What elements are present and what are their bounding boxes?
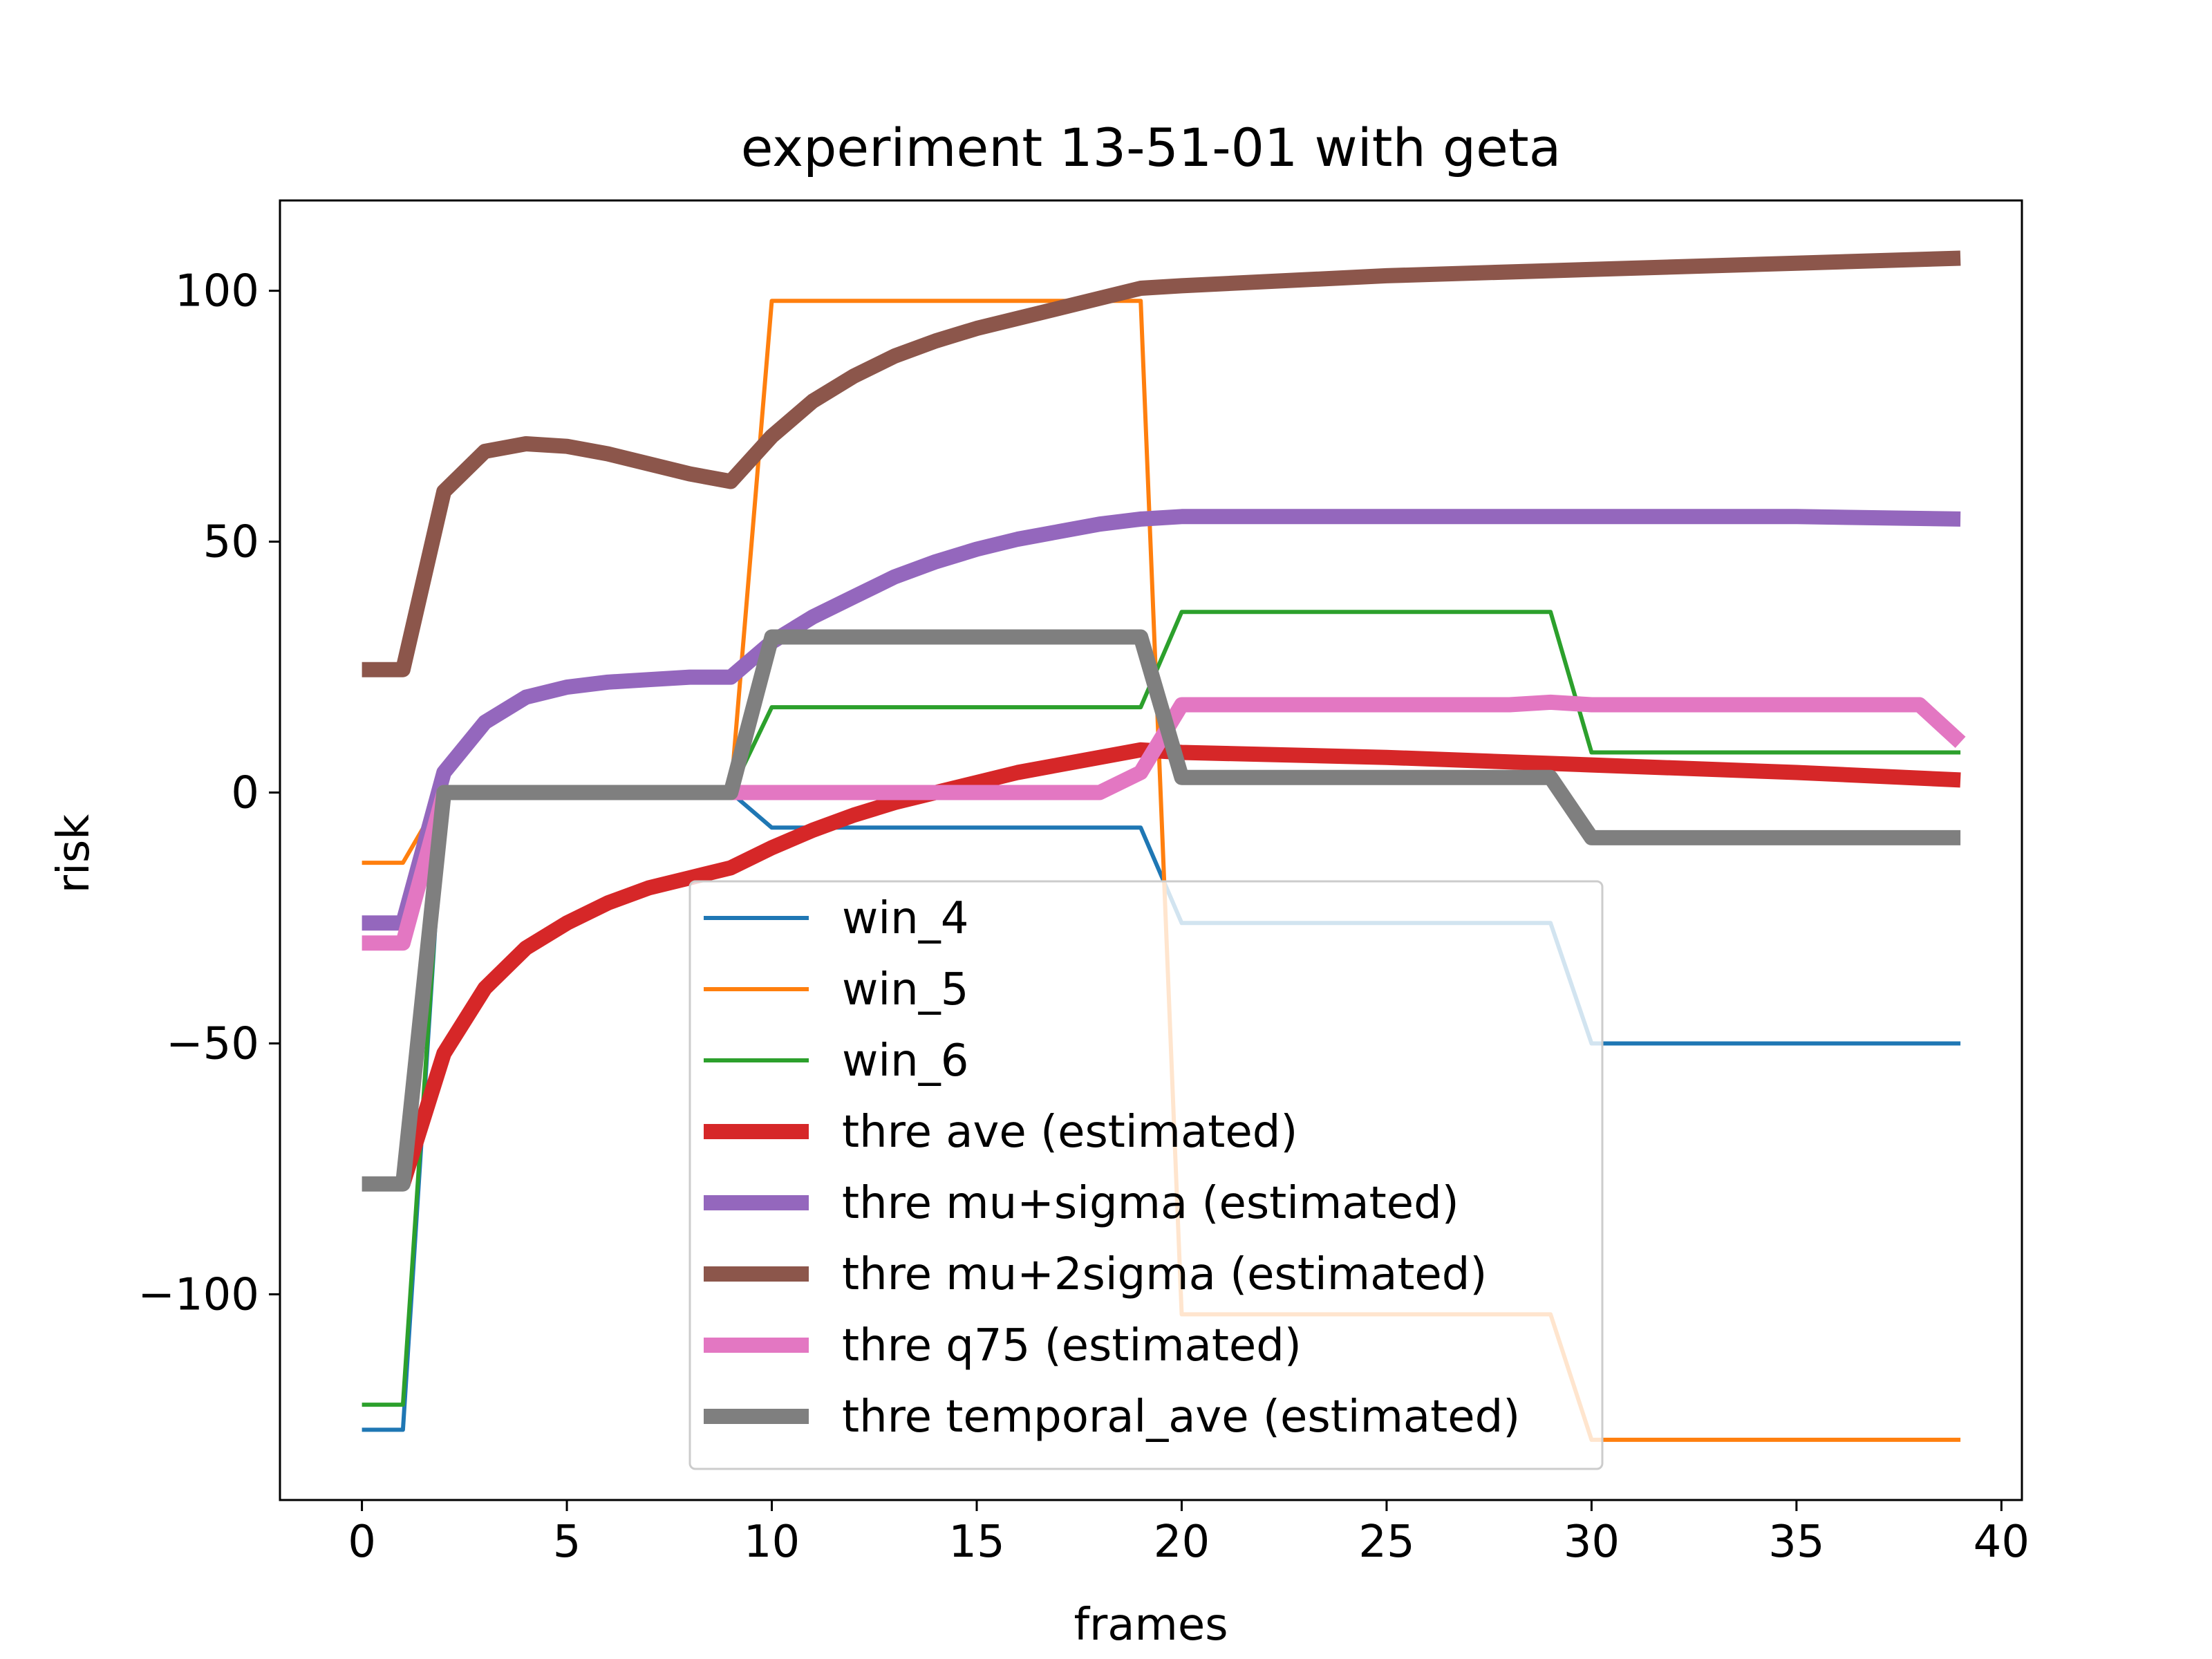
legend-label-7: thre temporal_ave (estimated) bbox=[842, 1391, 1520, 1443]
legend-box bbox=[688, 880, 1604, 1470]
x-tick-label: 35 bbox=[1768, 1517, 1824, 1568]
axes-layer: 0 5 10 15 20 25 30 35 40 100 50 0 −50 −100 bbox=[138, 266, 2030, 1568]
legend-label-4: thre mu+sigma (estimated) bbox=[842, 1178, 1459, 1229]
x-tick-label: 30 bbox=[1564, 1517, 1620, 1568]
y-tick-label: 0 bbox=[231, 768, 259, 819]
y-tick-label: −100 bbox=[138, 1269, 259, 1320]
series-line-4 bbox=[362, 509, 1961, 931]
legend-label-6: thre q75 (estimated) bbox=[842, 1320, 1302, 1371]
chart-title: experiment 13-51-01 with geta bbox=[741, 117, 1562, 178]
y-axis-label: risk bbox=[48, 814, 100, 894]
x-tick-label: 5 bbox=[553, 1517, 581, 1568]
x-tick-label: 10 bbox=[744, 1517, 800, 1568]
legend-label-5: thre mu+2sigma (estimated) bbox=[842, 1249, 1487, 1300]
legend-label-1: win_5 bbox=[842, 964, 968, 1015]
x-tick-label: 40 bbox=[1974, 1517, 2030, 1568]
series-line-3 bbox=[395, 742, 1961, 1186]
series-layer bbox=[362, 250, 1966, 1442]
legend-label-2: win_6 bbox=[842, 1035, 968, 1087]
series-line-5 bbox=[362, 250, 1961, 677]
legend-label-3: thre ave (estimated) bbox=[842, 1107, 1297, 1158]
y-tick-label: 100 bbox=[175, 266, 259, 317]
x-tick-label: 20 bbox=[1154, 1517, 1210, 1568]
x-axis-label: frames bbox=[1074, 1600, 1228, 1651]
plot-frame bbox=[279, 199, 2023, 1501]
x-tick-label: 15 bbox=[948, 1517, 1004, 1568]
y-tick-label: 50 bbox=[203, 517, 259, 568]
x-tick-label: 0 bbox=[348, 1517, 376, 1568]
series-line-7 bbox=[362, 629, 1961, 1192]
x-tick-label: 25 bbox=[1358, 1517, 1414, 1568]
legend-label-0: win_4 bbox=[842, 893, 968, 944]
y-tick-label: −50 bbox=[166, 1018, 259, 1069]
